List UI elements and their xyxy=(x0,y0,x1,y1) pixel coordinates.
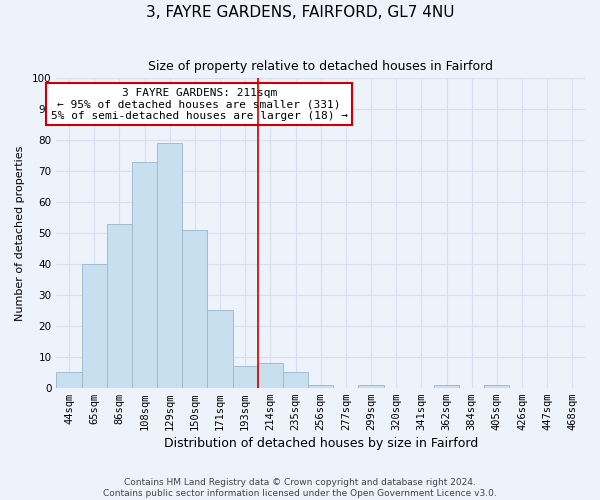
Bar xyxy=(56,372,82,388)
Y-axis label: Number of detached properties: Number of detached properties xyxy=(15,146,25,320)
Bar xyxy=(157,144,182,388)
Bar xyxy=(434,384,459,388)
Title: Size of property relative to detached houses in Fairford: Size of property relative to detached ho… xyxy=(148,60,493,73)
Bar xyxy=(484,384,509,388)
Bar xyxy=(233,366,258,388)
Text: 3, FAYRE GARDENS, FAIRFORD, GL7 4NU: 3, FAYRE GARDENS, FAIRFORD, GL7 4NU xyxy=(146,5,454,20)
Bar xyxy=(208,310,233,388)
X-axis label: Distribution of detached houses by size in Fairford: Distribution of detached houses by size … xyxy=(164,437,478,450)
Text: Contains HM Land Registry data © Crown copyright and database right 2024.
Contai: Contains HM Land Registry data © Crown c… xyxy=(103,478,497,498)
Bar xyxy=(283,372,308,388)
Bar xyxy=(82,264,107,388)
Bar xyxy=(308,384,334,388)
Text: 3 FAYRE GARDENS: 211sqm
← 95% of detached houses are smaller (331)
5% of semi-de: 3 FAYRE GARDENS: 211sqm ← 95% of detache… xyxy=(50,88,347,121)
Bar xyxy=(358,384,383,388)
Bar xyxy=(258,363,283,388)
Bar xyxy=(132,162,157,388)
Bar xyxy=(182,230,208,388)
Bar xyxy=(107,224,132,388)
